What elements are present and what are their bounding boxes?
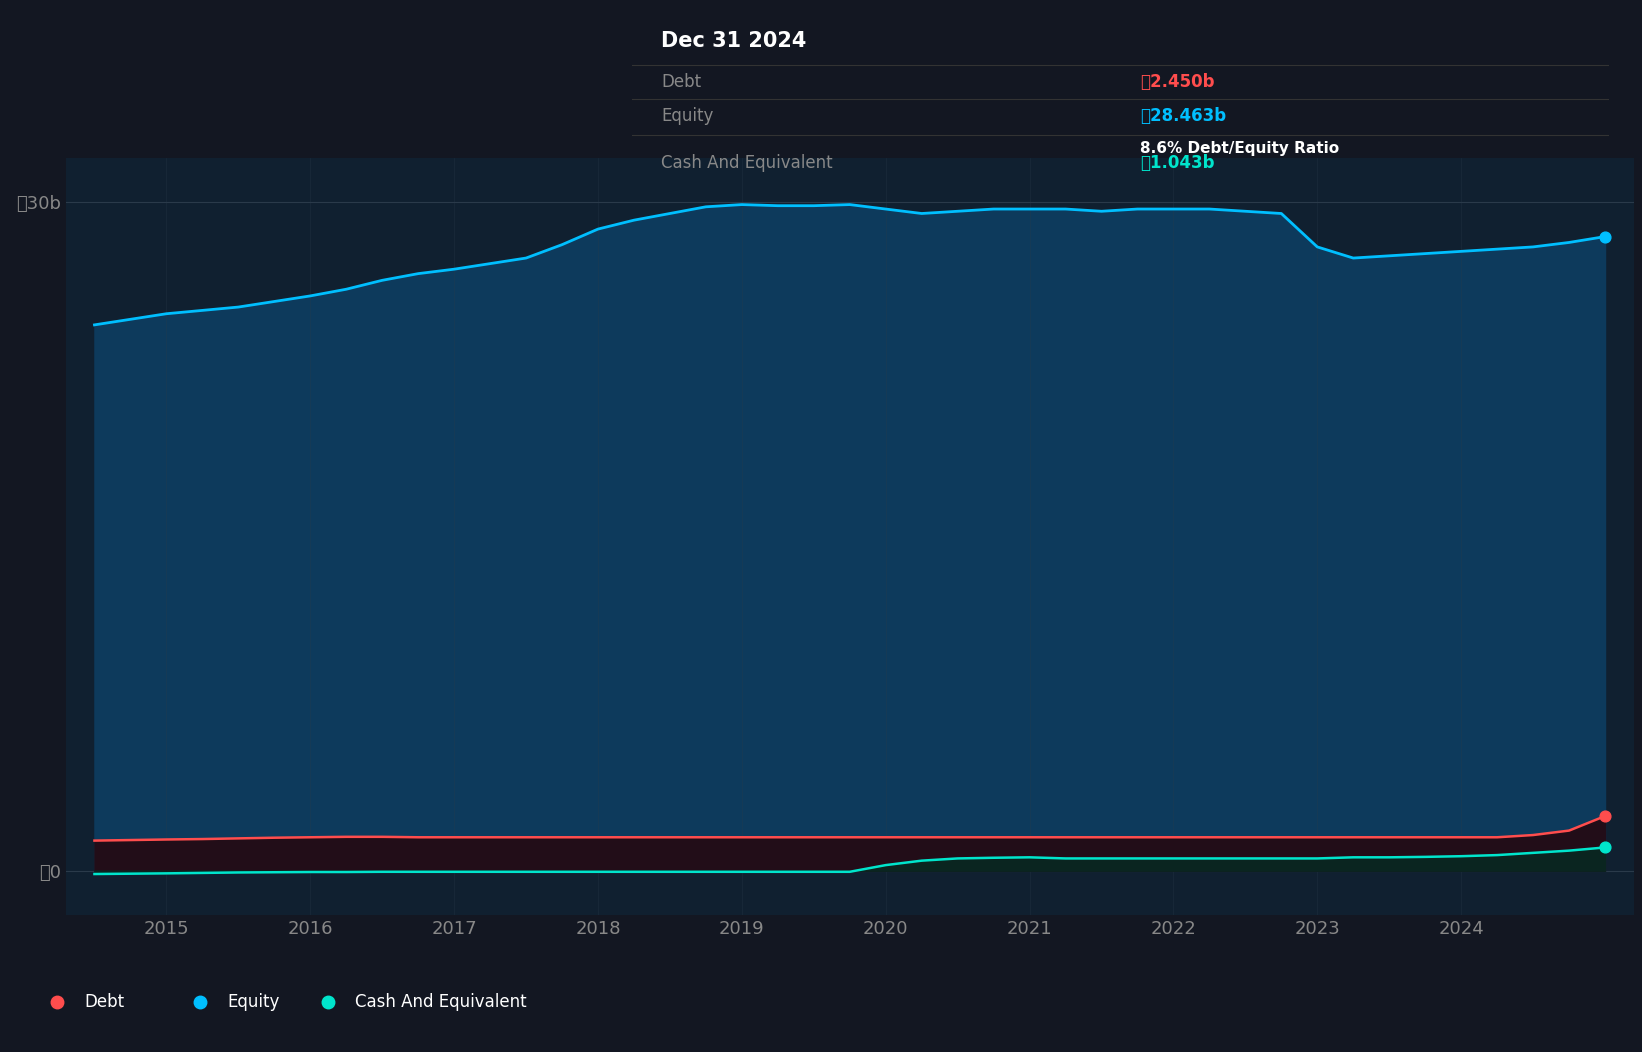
Text: Equity: Equity bbox=[662, 107, 714, 125]
Point bbox=[1591, 839, 1617, 856]
Text: Cash And Equivalent: Cash And Equivalent bbox=[662, 154, 832, 171]
Point bbox=[1591, 808, 1617, 825]
Text: ข2.450b: ข2.450b bbox=[1140, 74, 1215, 92]
Text: Debt: Debt bbox=[662, 74, 701, 92]
Text: ข28.463b: ข28.463b bbox=[1140, 107, 1227, 125]
Text: ข1.043b: ข1.043b bbox=[1140, 154, 1215, 171]
Text: Dec 31 2024: Dec 31 2024 bbox=[662, 31, 806, 50]
Text: Debt: Debt bbox=[85, 993, 125, 1011]
Text: 8.6% Debt/Equity Ratio: 8.6% Debt/Equity Ratio bbox=[1140, 141, 1340, 156]
Text: Equity: Equity bbox=[227, 993, 279, 1011]
Point bbox=[1591, 228, 1617, 245]
Text: Cash And Equivalent: Cash And Equivalent bbox=[356, 993, 527, 1011]
